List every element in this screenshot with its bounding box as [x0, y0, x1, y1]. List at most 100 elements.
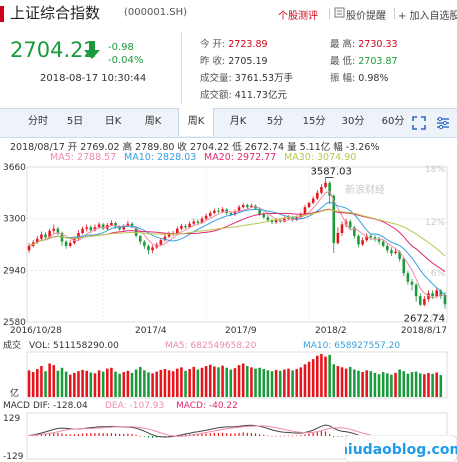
candle — [81, 228, 84, 234]
candle — [221, 209, 224, 212]
ma30-legend: MA30: 3074.90 — [284, 152, 357, 163]
x-tick-label: 2018/2 — [315, 326, 347, 336]
volume-bar — [196, 369, 200, 397]
volume-bar — [414, 371, 418, 397]
volume-bar — [353, 369, 356, 397]
tab-5day[interactable]: 5日 — [66, 116, 84, 127]
candle — [427, 293, 430, 300]
macd-bar — [333, 436, 335, 438]
candle — [303, 207, 307, 215]
tab-weekly-k[interactable]: 周K — [144, 116, 162, 127]
tab-5min[interactable]: 5分 — [266, 116, 284, 127]
macd-bar — [312, 432, 314, 436]
candle — [118, 226, 121, 230]
volume-bar — [386, 373, 389, 397]
macd-bar — [254, 433, 257, 436]
candle — [110, 222, 113, 226]
macd-bar — [49, 432, 51, 436]
volume-bar — [278, 370, 282, 397]
candle — [307, 202, 311, 208]
candle — [36, 238, 39, 243]
ma20-legend: MA20: 2972.77 — [204, 152, 277, 163]
macd-bar — [296, 435, 298, 437]
volume-bar — [31, 372, 35, 397]
candle — [361, 240, 364, 245]
volume-bar — [361, 372, 364, 397]
date-axis: 2016/10/28 2017/4 2017/9 2018/2 2018/8/17 — [10, 326, 447, 336]
candle — [163, 236, 167, 241]
min-price-label: 2672.74 — [404, 314, 445, 325]
volume-bar — [254, 368, 257, 397]
price-alert-link[interactable]: 股价提醒 — [346, 11, 386, 22]
candle — [48, 230, 51, 238]
volume-bar — [241, 363, 245, 397]
tab-30min[interactable]: 30分 — [341, 116, 365, 127]
volume-bar — [418, 373, 422, 397]
candle — [233, 211, 237, 215]
tab-daily-k[interactable]: 日K — [104, 116, 122, 127]
candle — [250, 205, 253, 208]
candle — [394, 251, 397, 254]
macd-bar — [114, 433, 117, 436]
volume-bar — [237, 365, 241, 397]
macd-bar — [263, 434, 265, 436]
x-tick-label: 2018/8/17 — [401, 326, 447, 336]
candle — [44, 234, 47, 238]
volume-bar — [89, 372, 93, 397]
macd-axis: 129 -129 — [3, 414, 24, 462]
volume-bar — [114, 371, 117, 397]
macd-bar — [61, 433, 63, 436]
volume-bar — [291, 370, 294, 397]
tab-60min[interactable]: 60分 — [381, 116, 405, 127]
candle — [126, 223, 130, 226]
current-price: 2704.22 — [10, 38, 97, 62]
macd-bar — [242, 432, 244, 436]
volume-bar — [324, 356, 327, 397]
candle — [332, 195, 336, 244]
candle — [97, 224, 101, 228]
candle — [320, 187, 323, 193]
volume-bar — [377, 374, 381, 397]
candle — [336, 233, 340, 244]
volume-bar — [81, 369, 84, 397]
ma30-line — [28, 209, 446, 257]
settings-icon[interactable] — [436, 116, 450, 130]
macd-bar — [53, 432, 55, 436]
price-change: -0.98 — [108, 42, 134, 53]
stock-review-link[interactable]: 个股测评 — [278, 11, 318, 22]
fullscreen-icon[interactable] — [412, 116, 426, 130]
stats-divider — [181, 32, 182, 104]
add-watchlist-link[interactable]: + 加入自选股 — [398, 11, 457, 22]
pct-tick-label: 6% — [431, 269, 446, 279]
tab-intraday[interactable]: 分时 — [28, 116, 48, 127]
volume-bar — [410, 372, 414, 397]
candle — [89, 227, 93, 231]
volume-bar — [52, 365, 56, 397]
macd-bar — [209, 433, 211, 436]
tab-monthly-k[interactable]: 月K — [229, 116, 247, 127]
volume-bar — [336, 366, 340, 397]
volume-bar — [328, 354, 331, 397]
volume-bar — [283, 369, 286, 397]
candle — [287, 217, 290, 219]
candle — [40, 234, 43, 239]
candle — [180, 225, 183, 229]
candle — [386, 245, 389, 251]
macd-bar — [267, 435, 269, 437]
volume-bar — [176, 368, 179, 397]
macd-bar — [164, 436, 166, 437]
tab-15min[interactable]: 15分 — [302, 116, 326, 127]
dea-legend: DEA: -107.93 — [105, 401, 164, 411]
candle — [188, 223, 191, 228]
macd-bar — [127, 433, 129, 436]
volume-bar — [348, 366, 352, 397]
macd-bar — [123, 433, 125, 436]
tab-weekly-k[interactable]: 周K — [178, 108, 214, 136]
candle — [390, 250, 393, 254]
volume-bar — [225, 367, 228, 397]
macd-bar — [86, 433, 88, 436]
candle — [229, 212, 233, 215]
candle — [134, 227, 138, 236]
volume-bar — [398, 369, 401, 397]
candle — [258, 208, 261, 215]
